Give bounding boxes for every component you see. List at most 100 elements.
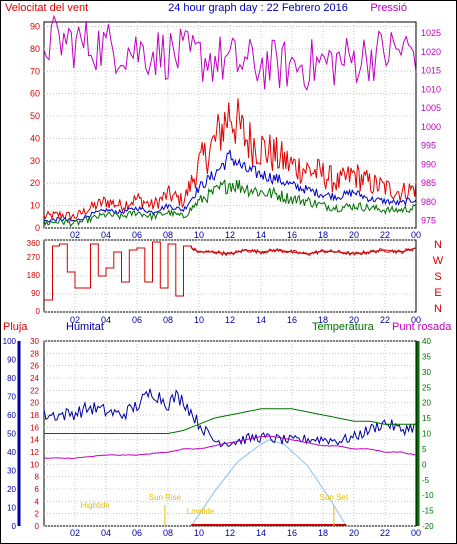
humidity-tick-label: 40 <box>7 448 16 457</box>
direction-tick-label: 0 <box>36 307 41 316</box>
rain-tick-label: 4 <box>35 497 40 506</box>
x-tick-label: 04 <box>101 528 111 538</box>
compass-letter: N <box>434 303 442 315</box>
x-tick-label: 10 <box>194 230 204 240</box>
wind-tick-label: 50 <box>30 111 40 121</box>
climate-panel: 0246810121416182022242628300102030405060… <box>3 337 434 538</box>
x-tick-label: 06 <box>132 315 142 325</box>
x-tick-label: 06 <box>132 528 142 538</box>
x-tick-label: 22 <box>380 528 390 538</box>
wind-tick-label: 40 <box>30 133 40 143</box>
compass-letter: N <box>434 239 442 251</box>
wind-series <box>43 14 417 228</box>
rain-humidity-axes: 0246810121416182022242628300102030405060… <box>3 337 40 531</box>
wind-tick-label: 0 <box>35 223 40 233</box>
temperature-tick-label: 5 <box>422 445 427 454</box>
rain-tick-label: 12 <box>30 448 39 457</box>
x-tick-label: 22 <box>380 315 390 325</box>
direction-tick-label: 90 <box>31 289 40 298</box>
x-tick-label: 00 <box>411 230 421 240</box>
temperature-tick-label: 30 <box>422 368 431 377</box>
direction-tick-label: 270 <box>27 253 41 262</box>
rain-tick-label: 18 <box>30 411 39 420</box>
x-tick-label: 00 <box>411 315 421 325</box>
x-tick-label: 12 <box>225 315 235 325</box>
x-tick-label: 16 <box>287 230 297 240</box>
solar-curve <box>190 439 347 527</box>
rain-tick-label: 0 <box>35 522 40 531</box>
x-tick-label: 08 <box>163 315 173 325</box>
x-tick-label: 18 <box>318 230 328 240</box>
direction-noisy-line <box>190 246 417 257</box>
pressure-tick-label: 1000 <box>421 122 441 132</box>
rain-tick-label: 26 <box>30 362 39 371</box>
pressure-tick-label: 1005 <box>421 103 441 113</box>
wind-average-line <box>43 149 417 223</box>
compass-letter: W <box>433 255 444 267</box>
humidity-tick-label: 20 <box>7 485 16 494</box>
sun-set-label: Sun Set <box>320 493 349 502</box>
rain-tick-label: 30 <box>30 337 39 346</box>
dewpoint-title: Punt rosada <box>392 321 452 333</box>
humidity-tick-label: 30 <box>7 467 16 476</box>
x-tick-label: 20 <box>349 528 359 538</box>
rain-tick-label: 16 <box>30 423 39 432</box>
rain-tick-label: 10 <box>30 460 39 469</box>
x-tick-label: 02 <box>70 315 80 325</box>
temperature-tick-label: 15 <box>422 414 431 423</box>
x-tick-label: 12 <box>225 528 235 538</box>
rain-tick-label: 22 <box>30 386 39 395</box>
x-tick-label: 18 <box>318 528 328 538</box>
humidity-tick-label: 0 <box>12 522 17 531</box>
pressure-axis: 975 980 985 990 995 1000 1005 1010 1015 1020 1025 <box>421 28 441 225</box>
pressure-tick-label: 995 <box>421 141 436 151</box>
x-tick-label: 14 <box>256 315 266 325</box>
dewpoint-line <box>43 435 416 460</box>
direction-hour-axis: 02 04 06 08 10 12 14 16 18 20 22 00 <box>70 315 421 325</box>
temperature-tick-label: 40 <box>422 337 431 346</box>
x-tick-label: 20 <box>349 230 359 240</box>
humidity-tick-label: 60 <box>7 411 16 420</box>
compass-letter: E <box>434 287 441 299</box>
wind-tick-label: 80 <box>30 44 40 54</box>
humidity-tick-label: 70 <box>7 393 16 402</box>
rain-tick-label: 28 <box>30 349 39 358</box>
wind-tick-label: 90 <box>30 21 40 31</box>
temperature-tick-label: -5 <box>422 476 430 485</box>
temperature-line <box>44 408 416 434</box>
x-tick-label: 18 <box>318 315 328 325</box>
rain-tick-label: 24 <box>30 374 39 383</box>
pressure-title: Pressió <box>370 2 407 14</box>
climate-series <box>43 388 417 527</box>
pressure-tick-label: 985 <box>421 178 436 188</box>
x-tick-label: 20 <box>349 315 359 325</box>
x-tick-label: 08 <box>163 230 173 240</box>
hightide-label: Hightide <box>80 501 110 510</box>
x-tick-label: 16 <box>287 315 297 325</box>
pressure-tick-label: 1015 <box>421 66 441 76</box>
wind-tick-label: 60 <box>30 89 40 99</box>
wind-tick-label: 20 <box>30 178 40 188</box>
pressure-tick-label: 990 <box>421 159 436 169</box>
temperature-tick-label: 25 <box>422 383 431 392</box>
direction-series <box>44 241 417 301</box>
wind-hour-axis: 02 04 06 08 10 12 14 16 18 20 22 00 <box>70 230 421 240</box>
wind-tick-label: 10 <box>30 201 40 211</box>
graph-title: 24 hour graph day : 22 Febrero 2016 <box>168 2 348 14</box>
pressure-tick-label: 1010 <box>421 84 441 94</box>
sun-tide-labels: Sun Rise Sun Set Lowtide Hightide <box>80 493 349 526</box>
rain-tick-label: 20 <box>30 399 39 408</box>
rain-tick-label: 2 <box>35 510 40 519</box>
wind-speed-axis: 0 10 20 30 40 50 60 70 80 90 <box>30 21 40 233</box>
temperature-tick-label: 20 <box>422 399 431 408</box>
x-tick-label: 10 <box>194 315 204 325</box>
climate-hour-axis: 02 04 06 08 10 12 14 16 18 20 22 00 <box>70 528 421 538</box>
x-tick-label: 08 <box>163 528 173 538</box>
wind-tick-label: 30 <box>30 156 40 166</box>
direction-tick-label: 180 <box>27 271 41 280</box>
x-tick-label: 02 <box>70 528 80 538</box>
humidity-title: Humitat <box>66 321 104 333</box>
